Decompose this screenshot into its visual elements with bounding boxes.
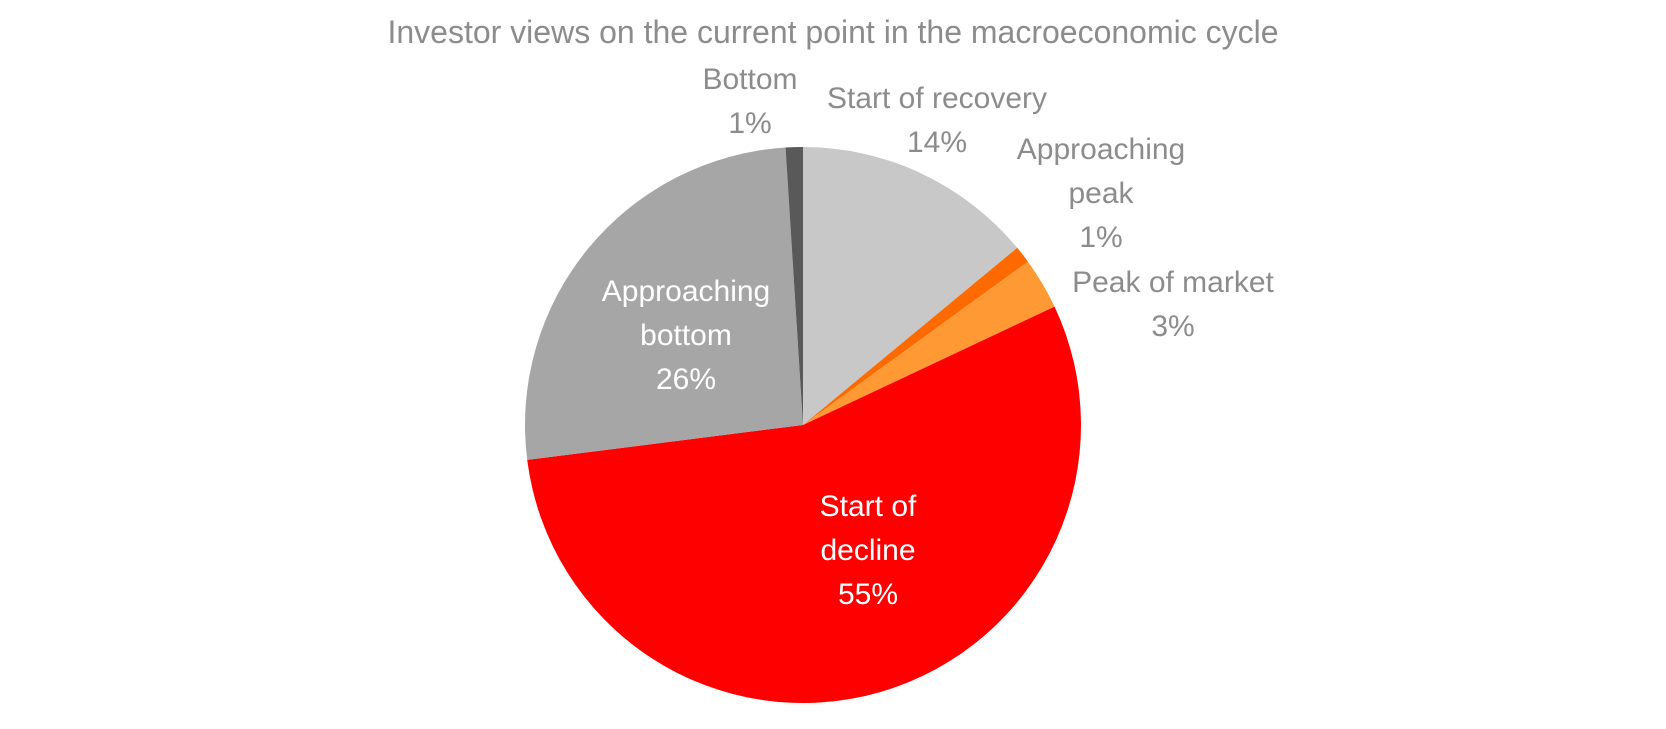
slice-category-label: decline [820,534,915,567]
slice-category-label: Start of [820,490,917,523]
chart-title: Investor views on the current point in t… [387,14,1278,50]
slice-category-label: Peak of market [1072,266,1274,299]
slice-label: Bottom 1% [702,63,797,140]
slice-category-label: peak [1068,177,1134,210]
slice-label: Start of recovery 14% [827,82,1047,159]
slice-percent-label: 3% [1151,310,1194,343]
slice-label: Approaching peak 1% [1017,133,1185,254]
slice-percent-label: 1% [728,107,771,140]
pie-slice [527,306,1081,703]
pie-slice [803,247,1028,425]
pie-slice [785,147,803,425]
slice-label: Peak of market 3% [1072,266,1274,343]
slice-percent-label: 26% [656,363,716,396]
slice-category-label: Bottom [702,63,797,96]
slice-label: Approaching bottom 26% [602,275,770,396]
pie-slices [524,147,1081,703]
slice-percent-label: 14% [907,126,967,159]
slice-category-label: Approaching [1017,133,1185,166]
pie-slice [803,261,1055,425]
slice-label: Start of decline 55% [820,490,917,611]
slice-category-label: Approaching [602,275,770,308]
slice-percent-label: 55% [838,578,898,611]
slice-percent-label: 1% [1079,221,1122,254]
pie-slice [803,147,1018,425]
slice-labels: Start of recovery 14% Approaching peak 1% Pea… [602,63,1275,611]
slice-category-label: Start of recovery [827,82,1047,115]
slice-category-label: bottom [640,319,732,352]
pie-slice [524,147,803,460]
